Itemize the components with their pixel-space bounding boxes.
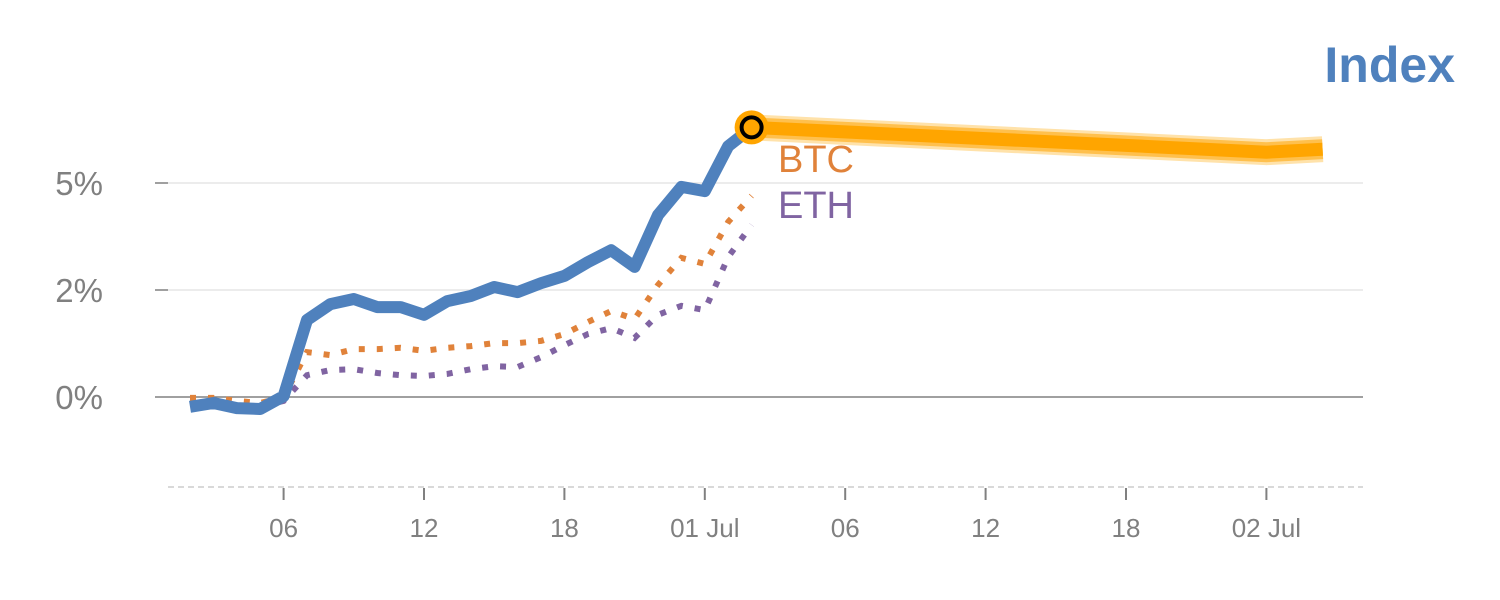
x-tick-label: 12 (971, 513, 1000, 543)
x-axis: 06 12 18 01 Jul 06 12 18 02 Jul (269, 488, 1301, 543)
gridlines (168, 182, 1363, 398)
x-tick-label: 01 Jul (670, 513, 739, 543)
y-tick-label: 2% (55, 272, 103, 309)
series-group (189, 110, 1324, 415)
chart-title: Index (1324, 37, 1455, 93)
last-point-marker (739, 115, 764, 140)
y-axis: 0% 2% 5% (55, 165, 168, 416)
series-line-index (189, 123, 756, 415)
legend-label-btc: BTC (778, 139, 854, 181)
legend-label-eth: ETH (778, 185, 854, 227)
x-tick-label: 18 (550, 513, 579, 543)
x-tick-label: 06 (269, 513, 298, 543)
x-tick-label: 18 (1112, 513, 1141, 543)
x-tick-label: 02 Jul (1232, 513, 1301, 543)
x-tick-label: 12 (410, 513, 439, 543)
y-tick-label: 0% (55, 379, 103, 416)
x-tick-label: 06 (831, 513, 860, 543)
y-tick-label: 5% (55, 165, 103, 202)
forecast-line (751, 120, 1323, 159)
series-line-eth (190, 223, 755, 410)
